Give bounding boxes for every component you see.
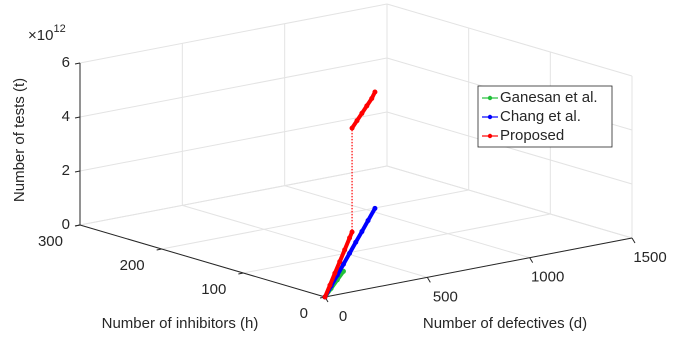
z-tick <box>74 62 81 65</box>
legend-marker <box>487 133 493 139</box>
exponent-power: 12 <box>53 23 65 35</box>
grid-line <box>182 204 428 278</box>
marker <box>342 247 348 253</box>
marker <box>365 218 371 224</box>
z-exponent: ×1012 <box>28 23 66 44</box>
marker <box>340 261 346 267</box>
z-tick <box>74 224 81 227</box>
exponent-base: ×10 <box>28 27 53 44</box>
legend-label: Chang et al. <box>500 108 581 125</box>
y-axis <box>79 224 326 298</box>
marker <box>327 282 333 288</box>
marker <box>372 89 378 95</box>
z-tick-label: 6 <box>62 54 70 71</box>
marker <box>322 294 328 300</box>
z-axis-label: Number of tests (t) <box>11 78 28 202</box>
legend: Ganesan et al. Chang et al. Proposed <box>477 85 613 148</box>
x-tick-label: 0 <box>339 308 347 325</box>
x-axis <box>324 237 633 298</box>
z-tick-label: 0 <box>62 216 70 233</box>
y-tick <box>156 248 162 251</box>
marker <box>359 229 365 235</box>
grid-line <box>79 57 388 118</box>
marker <box>369 96 375 102</box>
marker <box>359 110 365 116</box>
x-tick <box>529 257 534 263</box>
grid-line <box>243 213 551 274</box>
legend-marker <box>487 114 493 120</box>
marker <box>332 270 338 276</box>
marker <box>354 118 360 124</box>
x-tick-label: 500 <box>433 288 458 305</box>
y-axis-label: Number of inhibitors (h) <box>102 315 259 332</box>
x-tick <box>426 277 431 283</box>
marker <box>347 235 353 241</box>
marker <box>364 103 370 109</box>
legend-label: Proposed <box>500 127 564 144</box>
x-tick-label: 1000 <box>531 269 564 286</box>
y-tick-label: 300 <box>38 233 63 250</box>
grid-line <box>386 3 633 77</box>
grid-line <box>386 165 633 239</box>
y-tick-label: 200 <box>120 257 145 274</box>
grid-line <box>386 111 633 185</box>
grid-line <box>79 111 388 172</box>
grid-line <box>79 3 388 64</box>
x-axis-label: Number of defectives (d) <box>423 315 587 332</box>
grid-line <box>79 165 388 226</box>
z-tick <box>74 170 81 173</box>
x-tick <box>631 237 636 244</box>
grid-line <box>161 189 469 250</box>
legend-marker <box>487 95 493 101</box>
marker <box>349 229 355 235</box>
grid-line <box>284 185 530 259</box>
marker <box>347 250 353 256</box>
z-tick-label: 4 <box>62 108 70 125</box>
marker <box>337 259 343 265</box>
y-tick-label: 100 <box>201 281 226 298</box>
marker <box>353 239 359 245</box>
legend-label: Ganesan et al. <box>500 89 598 106</box>
z-tick <box>74 116 81 119</box>
marker <box>372 205 378 211</box>
y-tick-label: 0 <box>300 305 308 322</box>
x-tick-label: 1500 <box>633 249 666 266</box>
y-tick <box>238 272 244 275</box>
z-tick-label: 2 <box>62 162 70 179</box>
legend-box <box>477 85 613 148</box>
marker <box>349 125 355 131</box>
